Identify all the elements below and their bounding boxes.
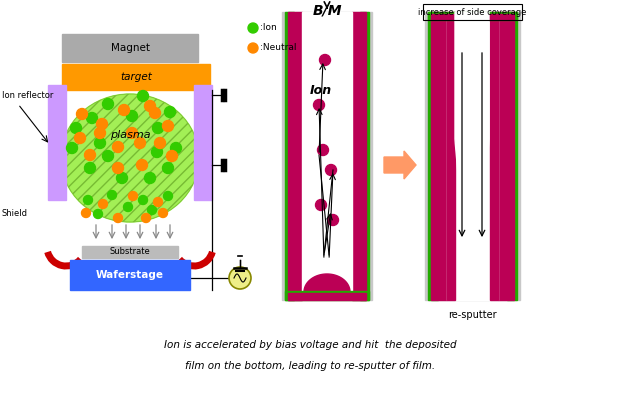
Circle shape	[113, 141, 124, 152]
Circle shape	[126, 110, 137, 121]
Circle shape	[77, 108, 87, 120]
Circle shape	[134, 137, 145, 148]
Circle shape	[66, 143, 77, 154]
Bar	[360, 12, 369, 300]
Circle shape	[327, 214, 339, 226]
Circle shape	[71, 123, 82, 133]
Circle shape	[163, 162, 173, 174]
Bar	[62, 64, 210, 90]
Circle shape	[116, 172, 128, 183]
Circle shape	[113, 214, 123, 222]
Polygon shape	[490, 12, 498, 300]
Text: target: target	[120, 72, 152, 82]
Circle shape	[326, 164, 337, 175]
Circle shape	[144, 100, 155, 112]
Circle shape	[158, 208, 168, 218]
Circle shape	[118, 104, 129, 116]
Bar	[285, 291, 369, 300]
Polygon shape	[447, 12, 455, 300]
Circle shape	[319, 54, 331, 66]
Circle shape	[95, 127, 105, 139]
Bar	[425, 12, 520, 300]
Text: :Ion: :Ion	[260, 23, 277, 33]
Circle shape	[103, 150, 113, 162]
Circle shape	[84, 195, 92, 204]
Circle shape	[154, 197, 163, 206]
Circle shape	[87, 112, 98, 123]
Circle shape	[144, 172, 155, 183]
Text: re-sputter: re-sputter	[448, 310, 496, 320]
Bar	[282, 12, 372, 300]
Circle shape	[142, 214, 150, 222]
Circle shape	[108, 191, 116, 199]
Circle shape	[97, 118, 108, 129]
Bar	[352, 12, 366, 300]
Circle shape	[147, 206, 157, 214]
Circle shape	[129, 191, 137, 201]
Text: Waferstage: Waferstage	[96, 270, 164, 280]
Circle shape	[124, 202, 132, 212]
Text: Magnet: Magnet	[111, 43, 150, 53]
Circle shape	[103, 98, 113, 110]
Circle shape	[85, 162, 95, 174]
Bar	[285, 12, 294, 300]
Circle shape	[316, 199, 326, 210]
Circle shape	[74, 133, 85, 143]
Circle shape	[170, 143, 181, 154]
Bar	[423, 4, 522, 20]
Circle shape	[163, 120, 173, 131]
Bar	[428, 12, 438, 300]
Text: Ion is accelerated by bias voltage and hit  the deposited: Ion is accelerated by bias voltage and h…	[163, 340, 456, 350]
Circle shape	[152, 123, 163, 133]
Bar	[194, 85, 212, 200]
Text: Ion reflector: Ion reflector	[2, 91, 53, 100]
Bar	[431, 14, 514, 20]
Text: Shield: Shield	[2, 210, 28, 218]
Circle shape	[152, 147, 163, 158]
Text: film on the bottom, leading to re-sputter of film.: film on the bottom, leading to re-sputte…	[185, 361, 435, 371]
Circle shape	[163, 191, 173, 201]
Circle shape	[93, 210, 103, 218]
Circle shape	[137, 91, 149, 102]
Circle shape	[313, 100, 324, 110]
Bar	[302, 12, 352, 300]
Circle shape	[229, 267, 251, 289]
Bar	[82, 246, 178, 258]
Text: :Neutral: :Neutral	[260, 44, 297, 52]
Circle shape	[137, 160, 147, 170]
Polygon shape	[384, 151, 416, 179]
Bar	[288, 12, 302, 300]
Circle shape	[98, 199, 108, 208]
Bar	[62, 34, 198, 62]
Circle shape	[150, 108, 160, 118]
Text: plasma: plasma	[110, 130, 150, 140]
Text: increase of side coverage: increase of side coverage	[418, 8, 526, 17]
Circle shape	[248, 43, 258, 53]
Circle shape	[82, 208, 90, 218]
Polygon shape	[455, 12, 489, 300]
Circle shape	[248, 23, 258, 33]
Circle shape	[155, 137, 165, 148]
Text: B/M: B/M	[312, 4, 342, 18]
Bar	[498, 12, 514, 300]
Bar	[288, 293, 366, 300]
Circle shape	[113, 162, 124, 174]
Text: Ion: Ion	[310, 83, 332, 96]
Text: Substrate: Substrate	[110, 247, 150, 256]
Circle shape	[165, 106, 176, 118]
Polygon shape	[304, 274, 350, 292]
Bar	[428, 12, 517, 20]
Circle shape	[318, 145, 329, 156]
Circle shape	[167, 150, 178, 162]
Ellipse shape	[61, 94, 199, 222]
Circle shape	[95, 137, 105, 148]
Circle shape	[85, 150, 95, 160]
Bar	[447, 12, 498, 300]
Bar	[507, 12, 517, 300]
Circle shape	[139, 195, 147, 204]
Bar	[70, 260, 190, 290]
Bar	[48, 85, 66, 200]
Circle shape	[126, 127, 137, 139]
Bar	[431, 12, 447, 300]
